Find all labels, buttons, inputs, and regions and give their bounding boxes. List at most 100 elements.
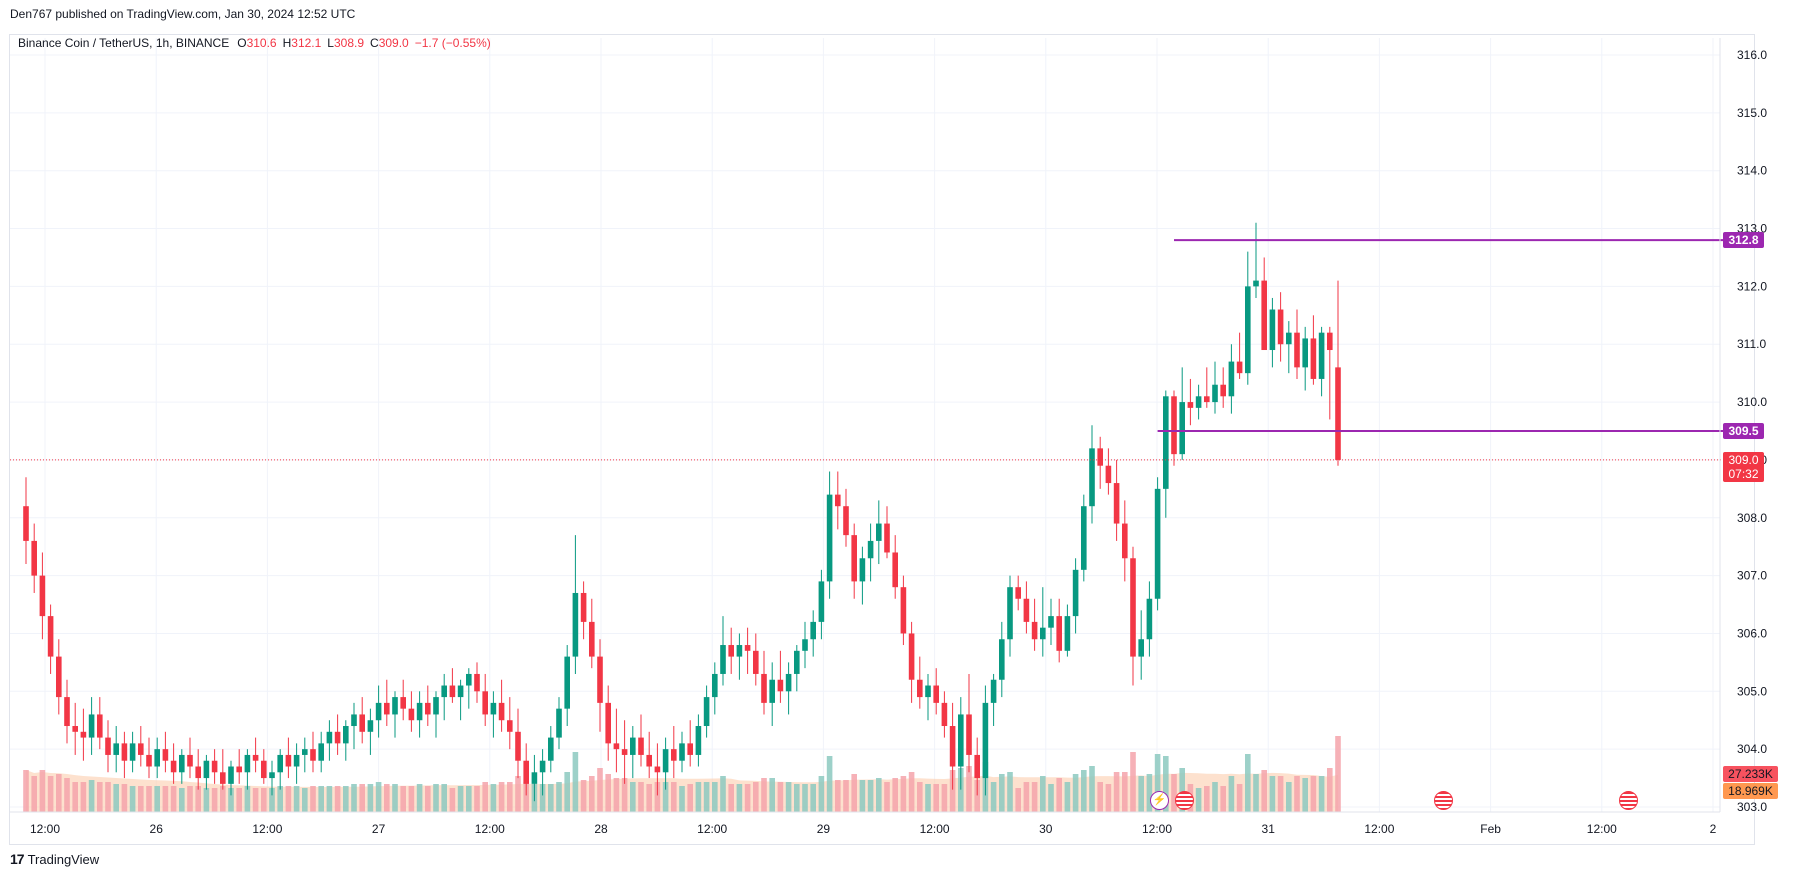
us-flag-icon[interactable] — [1434, 791, 1453, 810]
volume-bar — [1105, 784, 1112, 812]
volume-bar — [974, 780, 980, 812]
volume-bar — [31, 776, 37, 812]
candle-body — [1261, 280, 1267, 351]
candle-body — [1212, 384, 1218, 403]
volume-bar — [277, 786, 283, 812]
candle-body — [1245, 286, 1251, 374]
volume-bar — [334, 786, 341, 812]
y-tick-label: 304.0 — [1737, 742, 1767, 756]
candle-body — [302, 749, 308, 755]
volume-bar — [375, 782, 382, 812]
candle-body — [220, 772, 226, 784]
candle-body — [589, 621, 595, 657]
volume-bar — [662, 782, 669, 812]
volume-bar — [736, 784, 743, 812]
volume-bar — [1064, 782, 1071, 812]
open-label: O — [237, 36, 247, 50]
candle-body — [47, 616, 54, 657]
volume-bar — [1056, 778, 1062, 812]
volume-bar — [548, 784, 554, 812]
volume-bar — [1007, 772, 1013, 812]
candle-body — [154, 749, 160, 767]
volume-bar — [785, 782, 792, 812]
volume-bar — [1220, 786, 1226, 812]
x-tick-label: 12:00 — [252, 822, 282, 836]
volume-bar — [810, 784, 816, 812]
volume-bar — [80, 782, 87, 812]
volume-bar — [343, 786, 349, 812]
lightning-icon[interactable]: ⚡ — [1150, 791, 1169, 810]
x-tick-label: 26 — [150, 822, 164, 836]
candle-body — [1204, 396, 1210, 403]
candle-body — [630, 737, 636, 755]
volume-bar — [318, 786, 324, 812]
close-label: C — [370, 36, 379, 50]
x-tick-label: 12:00 — [1364, 822, 1394, 836]
candle-body — [121, 743, 128, 761]
us-flag-icon[interactable] — [1175, 791, 1194, 810]
candle-body — [1277, 309, 1284, 345]
volume-bar — [384, 784, 390, 812]
y-tick-label: 306.0 — [1737, 626, 1767, 640]
candle-body — [1081, 506, 1087, 570]
volume-bar — [1236, 784, 1243, 812]
volume-bar — [1113, 772, 1120, 812]
x-tick-label: 12:00 — [475, 822, 505, 836]
volume-bar — [1023, 782, 1030, 812]
volume-bar — [1261, 770, 1267, 812]
high-value: 312.1 — [291, 36, 322, 50]
volume-bar — [1015, 788, 1021, 812]
volume-bar — [146, 786, 152, 812]
volume-bar — [47, 776, 54, 812]
candle-body — [105, 737, 111, 755]
tradingview-logo[interactable]: 17 TradingView — [10, 851, 99, 867]
candle-body — [1146, 598, 1153, 640]
candle-body — [1163, 396, 1169, 489]
candle-body — [982, 702, 989, 779]
volume-bar — [884, 782, 890, 812]
volume-bar — [966, 766, 972, 812]
volume-bar — [220, 786, 226, 812]
volume-bar — [1212, 782, 1218, 812]
candle-body — [97, 714, 103, 738]
volume-bar — [400, 786, 406, 812]
candle-body — [908, 633, 915, 680]
candle-body — [1195, 396, 1202, 408]
volume-bar — [482, 782, 488, 812]
volume-bar — [490, 784, 497, 812]
volume-bar — [1179, 768, 1185, 812]
candle-body — [753, 650, 759, 674]
volume-bar — [687, 784, 693, 812]
candle-body — [113, 743, 119, 755]
level-tag-lower: 309.5 — [1723, 423, 1764, 439]
volume-bar — [441, 784, 447, 812]
candle-body — [785, 673, 792, 692]
volume-bar — [1072, 774, 1079, 812]
candle-body — [408, 708, 415, 721]
volume-bar — [728, 784, 734, 812]
candle-body — [1179, 402, 1185, 455]
candle-body — [1236, 361, 1243, 374]
volume-bar — [900, 776, 907, 812]
us-flag-icon[interactable] — [1619, 791, 1638, 810]
candle-body — [1023, 598, 1030, 622]
volume-bar — [826, 756, 833, 812]
volume-bar — [958, 768, 964, 812]
candle-body — [638, 737, 644, 755]
volume-bar — [97, 782, 103, 812]
candle-body — [605, 702, 611, 744]
candle-body — [1031, 621, 1038, 640]
candle-body — [900, 587, 907, 634]
volume-bar — [64, 778, 70, 812]
volume-bar — [179, 788, 185, 812]
x-tick-label: 12:00 — [920, 822, 950, 836]
candle-body — [31, 540, 37, 576]
candle-body — [712, 673, 718, 698]
volume-bar — [211, 788, 218, 812]
candle-body — [892, 552, 898, 588]
volume-bar — [695, 782, 702, 812]
volume-bar — [539, 784, 546, 812]
candle-body — [1089, 448, 1095, 507]
volume-bar — [138, 786, 144, 812]
